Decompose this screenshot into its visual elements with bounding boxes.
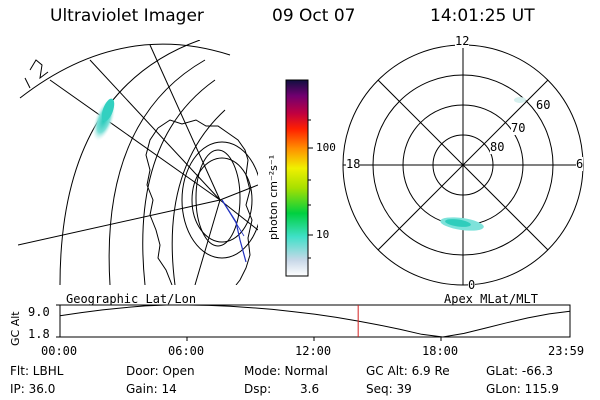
polar-axis-diag <box>377 79 549 251</box>
dsp-status-label: Dsp: <box>244 382 272 396</box>
gain-status: Gain: 14 <box>126 382 177 396</box>
mlt-label-12: 12 <box>455 34 470 48</box>
map-latitude-line <box>142 79 216 285</box>
timeline-xtick-label: 00:00 <box>41 344 78 358</box>
mlat-label-60: 60 <box>536 98 551 112</box>
seq-status: Seq: 39 <box>366 382 412 396</box>
coastline <box>145 119 253 285</box>
map-pole-ring <box>195 149 241 247</box>
altitude-series-line <box>59 304 571 338</box>
map-meridian <box>49 79 221 201</box>
map-meridian <box>89 59 221 201</box>
map-meridian <box>194 199 221 285</box>
mlat-label-70: 70 <box>511 121 526 135</box>
time-label: 14:01:25 UT <box>430 6 535 26</box>
date-label: 09 Oct 07 <box>272 6 356 26</box>
mlt-label-18: 18 <box>346 157 361 171</box>
timeline-xtick-label: 18:00 <box>422 344 459 358</box>
colorbar-unit-label: photon cm⁻²s⁻¹ <box>267 154 280 240</box>
filter-status: Flt: LBHL <box>10 364 64 378</box>
timeline-ytick-top: 9.0 <box>28 305 50 319</box>
timeline-xtick-label: 12:00 <box>295 344 332 358</box>
aurora-emission <box>101 98 115 122</box>
timeline-ytick-bottom: 1.8 <box>28 327 50 341</box>
glon-status: GLon: 115.9 <box>486 382 559 396</box>
map-latitude-line <box>108 59 206 285</box>
ip-status: IP: 36.0 <box>10 382 56 396</box>
polar-plot-label: Apex MLat/MLT <box>444 292 538 306</box>
door-status: Door: Open <box>126 364 195 378</box>
polar-plot <box>342 44 584 286</box>
mode-status: Mode: Normal <box>244 364 328 378</box>
colorbar-tick-label-10: 10 <box>316 228 330 241</box>
mlat-label-80: 80 <box>490 140 505 154</box>
colorbar-tick-label-100: 100 <box>316 141 336 154</box>
map-pole-ring <box>181 141 258 259</box>
timeline-ylabel: GC Alt <box>9 311 22 346</box>
gc-alt-status: GC Alt: 6.9 Re <box>366 364 450 378</box>
satellite-track <box>221 199 245 237</box>
map-latitude-line <box>19 43 231 99</box>
timeline-frame <box>59 304 571 338</box>
mlt-label-0: 0 <box>468 278 476 292</box>
aurora-emission <box>445 219 471 227</box>
geographic-map-label: Geographic Lat/Lon <box>66 292 197 306</box>
geographic-map <box>18 40 258 285</box>
timeline-xtick-label: 06:00 <box>168 344 205 358</box>
dsp-status-value: 3.6 <box>300 382 320 396</box>
map-latitude-line <box>59 40 201 285</box>
glat-status: GLat: -66.3 <box>486 364 553 378</box>
colorbar <box>285 79 309 277</box>
timeline-xtick-label: 23:59 <box>548 344 585 358</box>
coastline <box>24 59 49 89</box>
map-meridian <box>149 44 221 201</box>
mlt-label-6: 6 <box>576 157 584 171</box>
map-meridian <box>18 184 258 246</box>
map-pole-ring <box>191 157 253 243</box>
aurora-emission <box>514 97 526 103</box>
app-title: Ultraviolet Imager <box>50 6 204 26</box>
